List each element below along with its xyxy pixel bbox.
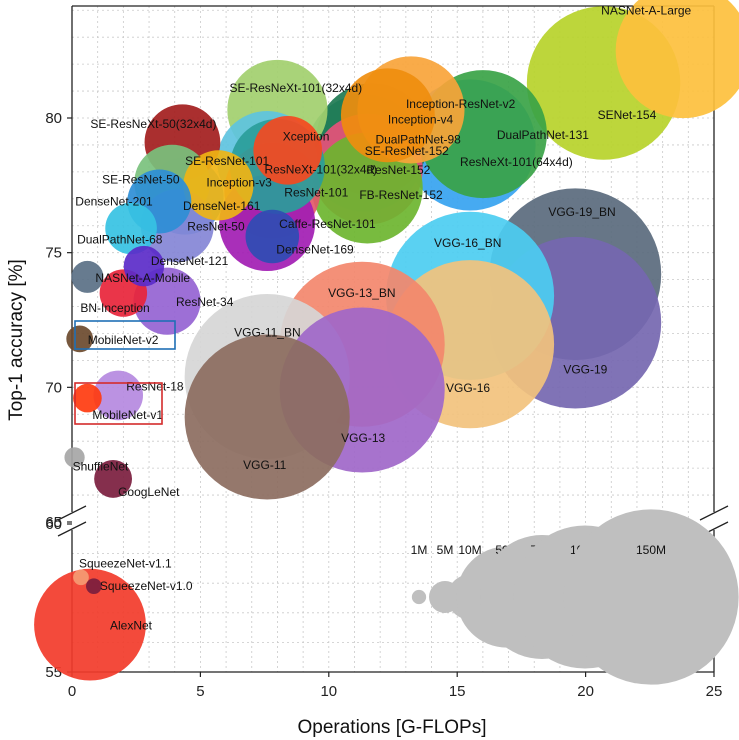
point-label: GoogLeNet <box>118 485 180 499</box>
point-label: ResNet-34 <box>176 295 234 309</box>
bubble <box>66 325 94 353</box>
point-label: MobileNet-v2 <box>88 333 159 347</box>
y-tick-label: 80 <box>45 110 62 127</box>
point-label: VGG-16 <box>446 381 490 395</box>
point-label: SqueezeNet-v1.1 <box>79 556 172 570</box>
point-label: VGG-13 <box>341 431 385 445</box>
y-tick-label: 70 <box>45 379 62 396</box>
point-label: VGG-11_BN <box>234 326 300 340</box>
point-label: ResNeXt-101(64x4d) <box>460 155 573 169</box>
highlight-boxes <box>74 320 176 425</box>
bubble <box>73 569 89 586</box>
point-label: VGG-16_BN <box>434 236 501 250</box>
point-label: DualPathNet-98 <box>375 133 461 147</box>
x-tick-label: 0 <box>68 683 76 700</box>
point-label: SqueezeNet-v1.0 <box>100 579 193 593</box>
axis-break-mark <box>57 521 87 537</box>
point-label: Inception-ResNet-v2 <box>406 97 516 111</box>
size-legend-label: 1M <box>411 543 428 557</box>
bubble <box>123 245 165 287</box>
point-label: Inception-v4 <box>388 112 454 126</box>
point-label: Caffe-ResNet-101 <box>279 217 376 231</box>
point-label: AlexNet <box>110 619 153 633</box>
point-label: ResNeXt-101(32x4d) <box>264 162 377 176</box>
highlight-box <box>74 382 163 425</box>
bubble <box>73 383 102 413</box>
bubble <box>85 578 102 594</box>
point-labels: NASNet-A-Large SENet-154 SE-ResNeXt-101(32… <box>73 4 692 633</box>
x-tick-label: 20 <box>577 683 594 700</box>
size-legend-label: 150M <box>636 543 666 557</box>
bubble <box>34 568 146 681</box>
bubble <box>94 459 133 498</box>
point-label: SE-ResNet-101 <box>185 154 269 168</box>
point-label: SE-ResNeXt-50(32x4d) <box>90 117 216 131</box>
size-legend: 1M5M10M50M75M100M150M <box>411 509 739 685</box>
bubble <box>71 260 104 293</box>
axis-break-mark <box>57 505 87 521</box>
point-label: Inception-v3 <box>206 175 272 189</box>
bubbles <box>34 0 739 681</box>
point-label: DenseNet-121 <box>151 254 229 268</box>
point-label: VGG-19 <box>563 363 607 377</box>
size-legend-label: 5M <box>437 543 454 557</box>
point-label: SENet-154 <box>598 108 657 122</box>
bubble <box>615 0 739 119</box>
bubble <box>245 209 300 264</box>
x-tick-label: 15 <box>449 683 466 700</box>
bubble <box>105 202 157 255</box>
y-axis-title: Top-1 accuracy [%] <box>6 259 27 421</box>
point-label: SE-ResNeXt-101(32x4d) <box>229 81 362 95</box>
y-tick-label: 65 <box>45 514 62 531</box>
bubble <box>340 68 435 163</box>
size-legend-bubble <box>563 509 739 685</box>
size-legend-label: 10M <box>458 543 481 557</box>
axis-break-mark <box>699 505 729 521</box>
point-label: SE-ResNet-152 <box>365 144 449 158</box>
point-label: DualPathNet-68 <box>77 232 163 246</box>
point-label: NASNet-A-Mobile <box>95 271 190 285</box>
x-tick-label: 5 <box>196 683 204 700</box>
x-tick-label: 10 <box>320 683 337 700</box>
point-label: VGG-11 <box>243 458 286 472</box>
bubble <box>183 150 254 221</box>
point-label: Xception <box>283 129 330 143</box>
point-label: NASNet-A-Large <box>601 4 691 18</box>
point-label: BN-Inception <box>80 301 149 315</box>
y-tick-label: 60 <box>45 516 62 533</box>
point-label: ResNet-101 <box>284 186 348 200</box>
size-legend-bubble <box>411 589 427 605</box>
bubble <box>184 334 350 500</box>
point-label: ShuffleNet <box>73 459 129 473</box>
point-label: DenseNet-169 <box>276 243 354 257</box>
point-label: VGG-13_BN <box>328 286 395 300</box>
point-label: FB-ResNet-152 <box>359 188 443 202</box>
point-label: ResNet-18 <box>126 379 184 393</box>
point-label: ResNet-50 <box>187 220 245 234</box>
bubble <box>253 116 323 185</box>
point-label: MobileNet-v1 <box>92 408 163 422</box>
y-tick-label: 75 <box>45 245 62 262</box>
point-label: ResNet-152 <box>366 163 430 177</box>
highlight-box <box>74 320 176 350</box>
x-tick-label: 25 <box>706 683 723 700</box>
x-axis-title: Operations [G-FLOPs] <box>297 717 486 738</box>
bubble <box>64 447 85 468</box>
point-label: VGG-19_BN <box>548 205 615 219</box>
point-label: SE-ResNet-50 <box>102 173 180 187</box>
point-label: DualPathNet-131 <box>497 128 589 142</box>
point-label: DenseNet-161 <box>183 199 261 213</box>
point-label: DenseNet-201 <box>75 194 153 208</box>
